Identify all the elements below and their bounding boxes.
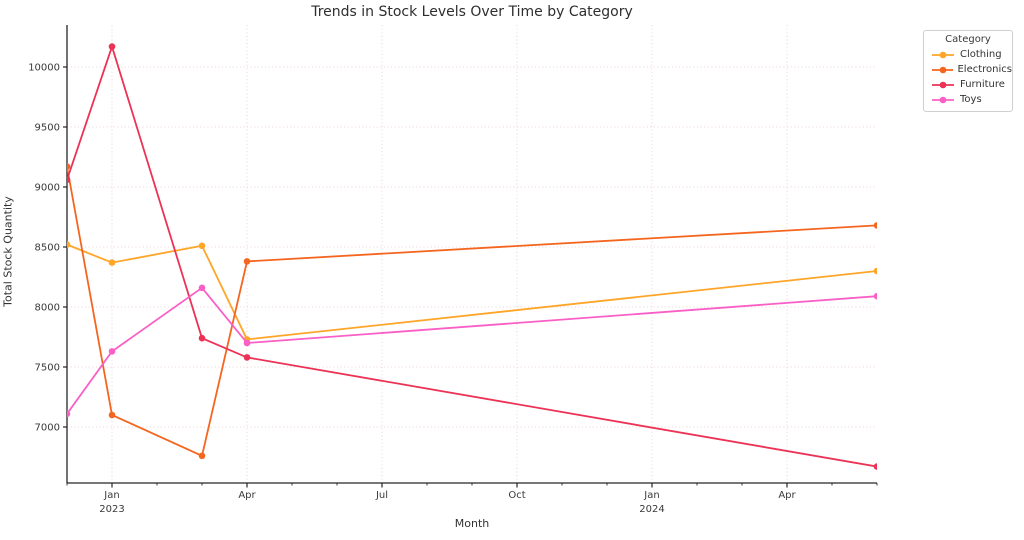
data-point-clothing-dec-2022 [67,241,71,248]
legend-item-label: Electronics [957,64,1012,75]
legend-item-electronics: Electronics [924,62,1012,77]
series-line-furniture [67,43,877,468]
data-point-toys-dec-2022 [67,410,71,418]
data-point-electronics-mar-2023 [198,452,206,460]
x-tick-label: Apr [238,490,256,501]
x-tick-label: Oct [508,490,525,501]
legend-item-clothing: Clothing [924,47,1012,62]
data-point-electronics-jan-2023 [108,411,116,419]
data-point-clothing-mar-2023 [198,242,206,250]
data-point-toys-jun-2024 [873,292,877,300]
legend-item-furniture: Furniture [924,77,1012,92]
legend-line-marker-electronics [932,66,954,73]
data-point-toys-mar-2023 [198,284,206,292]
y-tick-label: 9500 [35,123,60,134]
x-tick-year-label: 2023 [99,504,124,515]
legend-item-toys: Toys [924,92,1012,107]
legend-item-label: Furniture [960,79,1005,90]
x-tick-year-label: 2024 [639,504,664,515]
x-tick-label: Jan [103,490,119,501]
series-group [67,43,877,470]
legend-items: Clothing Electronics Furniture Toys [924,47,1012,107]
data-point-clothing-jun-2024 [873,267,877,275]
series-line-electronics [67,166,877,458]
data-point-furniture-mar-2023 [198,334,206,342]
y-tick-label: 9000 [35,183,60,194]
y-tick-label: 10000 [28,63,60,74]
x-tick-label: Jul [375,490,388,501]
legend-title: Category [945,34,991,45]
legend: Category Clothing Electronics Furniture Toy… [923,30,1013,112]
data-point-electronics-dec-2022 [67,163,71,170]
y-tick-label: 8000 [35,303,60,314]
y-tick-label: 7500 [35,363,60,374]
data-point-clothing-jan-2023 [108,259,116,266]
data-point-electronics-jun-2024 [873,222,877,229]
legend-item-label: Toys [960,94,982,105]
legend-line-marker-furniture [932,81,954,88]
data-point-toys-apr-2023 [243,339,251,347]
legend-line-marker-toys [932,96,954,103]
data-point-furniture-jun-2024 [873,463,877,470]
y-tick-label: 7000 [35,423,60,434]
legend-line-marker-clothing [932,51,954,58]
data-point-furniture-apr-2023 [243,354,251,361]
data-point-furniture-jan-2023 [108,43,116,50]
legend-item-label: Clothing [960,49,1002,60]
data-point-toys-jan-2023 [108,348,116,355]
x-tick-label: Apr [778,490,796,501]
y-tick-label: 8500 [35,243,60,254]
chart-title: Trends in Stock Levels Over Time by Cate… [311,4,633,20]
x-axis-label: Month [454,517,490,530]
x-tick-label: Jan [643,490,659,501]
data-point-electronics-apr-2023 [243,258,251,265]
y-axis-label: Total Stock Quantity [1,196,15,307]
data-point-furniture-dec-2022 [67,176,71,184]
